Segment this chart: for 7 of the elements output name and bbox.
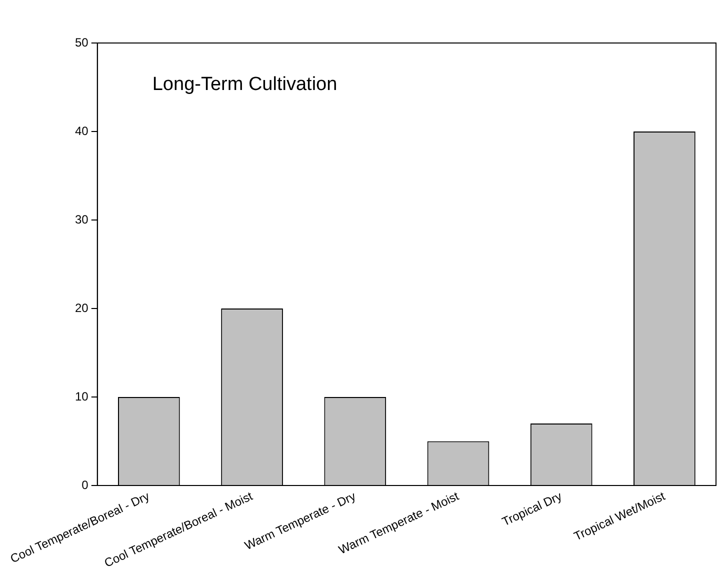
text: Long-Term Cultivation	[152, 74, 338, 96]
y-tick-label: 0	[82, 478, 89, 492]
y-tick-label: 20	[75, 300, 89, 315]
y-tick-label: 50	[75, 35, 89, 50]
y-tick-label: 40	[75, 124, 89, 138]
y-tick-label: 10	[75, 389, 89, 404]
y-tick-label: 30	[75, 212, 89, 226]
